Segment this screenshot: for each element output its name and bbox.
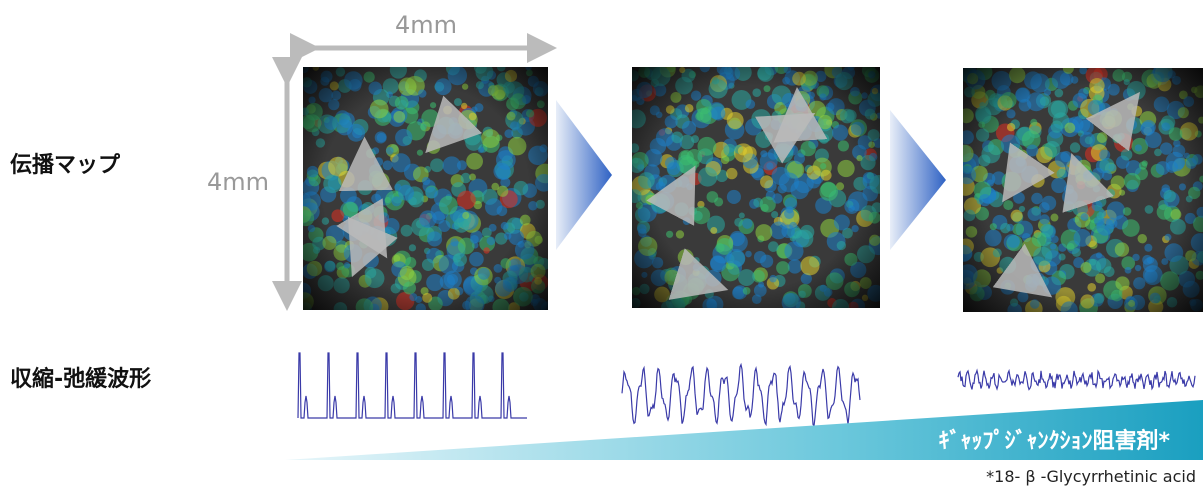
maps [295,60,1203,318]
height-label: 4mm [207,168,269,196]
width-label: 4mm [395,11,457,39]
map-panel [627,60,888,316]
footnote: *18- β -Glycyrrhetinic acid [986,467,1196,486]
inhibitor-label: ｷﾞｬｯﾌﾟｼﾞｬﾝｸｼｮﾝ阻害剤* [938,428,1170,454]
map-content [627,60,888,316]
page: 4mm 4mm 伝播マップ 収縮-弛緩波形 ｷﾞｬｯﾌﾟｼﾞｬﾝｸｼｮﾝ阻害剤*… [0,0,1203,490]
waveform [958,371,1195,390]
map-panel [295,61,555,316]
flow-arrow [365,164,366,189]
chevron [556,100,612,250]
figure: 4mm 4mm 伝播マップ 収縮-弛緩波形 ｷﾞｬｯﾌﾟｼﾞｬﾝｸｼｮﾝ阻害剤*… [0,0,1203,490]
row-label: 伝播マップ [10,153,121,178]
waveform [622,365,860,426]
row-label: 収縮-弛緩波形 [10,366,151,392]
chevron [890,110,946,250]
vignette [632,67,880,308]
map-content [955,62,1203,318]
map-panel [955,62,1203,318]
map-content [295,61,555,316]
waveform [298,353,527,418]
flow-arrow [799,114,801,139]
vignette [303,67,548,310]
